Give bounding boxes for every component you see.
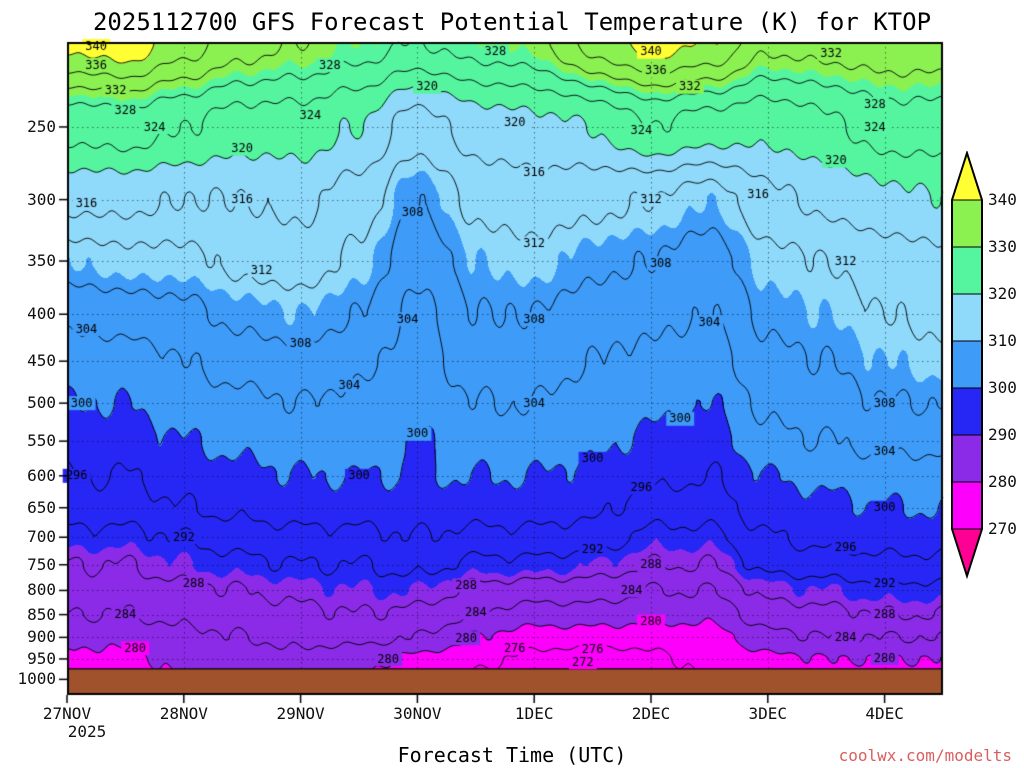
x-tick-label: 4DEC (865, 704, 904, 723)
colorbar-tick-label: 320 (988, 284, 1017, 303)
x-axis-year-label: 2025 (67, 722, 107, 741)
colorbar-band (951, 293, 983, 342)
colorbar-band (951, 246, 983, 295)
time-axis: 27NOV 28NOV 29NOV 30NOV 1DEC 2DEC 3DEC 4DEC (0, 704, 1024, 726)
x-tick-label: 2DEC (631, 704, 671, 723)
x-axis-title: Forecast Time (UTC) (397, 743, 627, 767)
chart-title: 2025112700 GFS Forecast Potential Temper… (92, 8, 932, 36)
x-tick-label: 27NOV (42, 704, 92, 723)
x-tick-label: 1DEC (514, 704, 554, 723)
x-tick-label: 30NOV (393, 704, 442, 723)
colorbar-band (951, 199, 983, 248)
colorbar: 340 330 320 310 300 290 280 270 (950, 149, 1024, 581)
colorbar-bottom-arrow (951, 528, 983, 578)
x-tick-label: 29NOV (276, 704, 325, 723)
watermark-link[interactable]: coolwx.com/modelts (838, 746, 1012, 765)
colorbar-tick-label: 310 (988, 331, 1017, 350)
colorbar-band (951, 481, 983, 530)
colorbar-tick-label: 300 (988, 378, 1017, 397)
colorbar-svg (951, 149, 983, 580)
x-tick-label: 28NOV (159, 704, 208, 723)
colorbar-tick-label: 270 (988, 519, 1017, 538)
colorbar-tick-label: 340 (988, 190, 1017, 209)
colorbar-band (951, 340, 983, 389)
colorbar-top-arrow (951, 151, 983, 201)
colorbar-band (951, 387, 983, 436)
colorbar-tick-label: 280 (988, 472, 1017, 491)
colorbar-tick-label: 330 (988, 237, 1017, 256)
x-tick-label: 3DEC (748, 704, 788, 723)
colorbar-tick-label: 290 (988, 425, 1017, 444)
colorbar-band (951, 434, 983, 483)
